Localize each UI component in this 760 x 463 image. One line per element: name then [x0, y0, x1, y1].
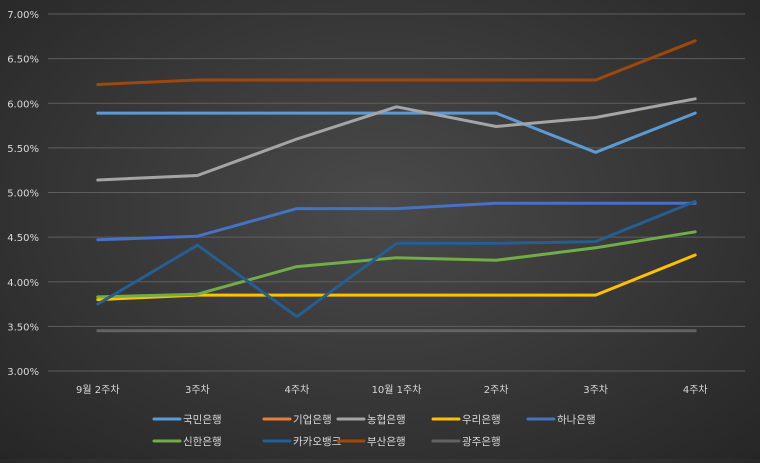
x-axis-tick-labels: 9월 2주차 3주차 4주차 10월 1주차 2주차 3주차 4주차 [76, 384, 708, 396]
y-tick-label: 3.00% [7, 367, 39, 378]
series-line-6 [96, 199, 697, 319]
series-line-4 [96, 201, 697, 242]
series-line-7 [96, 39, 697, 86]
series-line-2 [96, 97, 697, 182]
y-tick-label: 4.00% [7, 278, 39, 289]
legend-label: 우리은행 [462, 414, 501, 426]
series-lines [96, 39, 697, 333]
legend-label: 농협은행 [367, 413, 406, 426]
legend-label: 신한은행 [183, 436, 222, 448]
x-tick-label: 4주차 [285, 384, 310, 396]
y-tick-label: 3.50% [7, 322, 39, 333]
y-tick-label: 6.50% [7, 55, 39, 66]
x-tick-label: 10월 1주차 [372, 384, 422, 396]
legend-label: 광주은행 [462, 436, 501, 448]
legend-label: 부산은행 [367, 436, 406, 448]
legend-label: 하나은행 [557, 413, 596, 426]
y-tick-label: 6.00% [7, 99, 39, 110]
x-tick-label: 3주차 [185, 384, 210, 396]
legend-label: 기업은행 [293, 413, 332, 426]
y-axis-tick-labels: 3.00% 3.50% 4.00% 4.50% 5.00% 5.50% 6.00% 6.50%… [7, 10, 39, 378]
y-tick-label: 5.00% [7, 189, 39, 200]
x-tick-label: 3주차 [583, 384, 608, 396]
series-line-5 [96, 230, 697, 299]
y-tick-label: 4.50% [7, 233, 39, 244]
x-tick-label: 4주차 [683, 384, 708, 396]
series-line-0 [96, 111, 697, 154]
x-tick-label: 9월 2주차 [76, 384, 120, 396]
y-tick-label: 5.50% [7, 144, 39, 155]
gridlines [48, 13, 745, 372]
x-tick-label: 2주차 [484, 384, 509, 396]
y-tick-label: 7.00% [7, 10, 39, 21]
series-line-3 [96, 253, 697, 302]
legend-label: 카카오뱅크 [293, 436, 342, 448]
legend-label: 국민은행 [183, 414, 222, 426]
